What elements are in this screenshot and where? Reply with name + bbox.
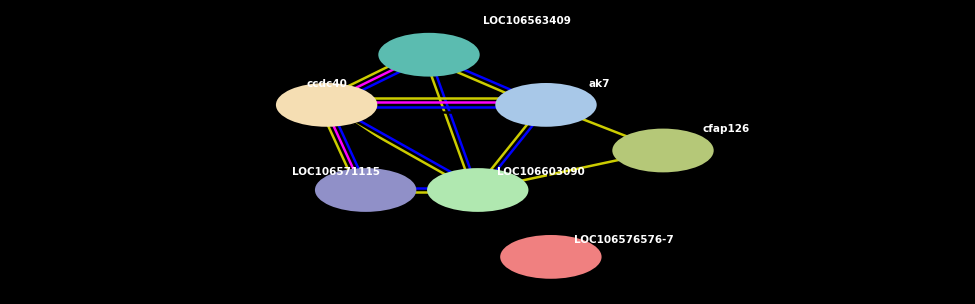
Ellipse shape bbox=[427, 168, 528, 212]
Text: cfap126: cfap126 bbox=[703, 124, 750, 134]
Ellipse shape bbox=[612, 129, 714, 172]
Text: LOC106603090: LOC106603090 bbox=[497, 167, 585, 177]
Text: ak7: ak7 bbox=[589, 79, 610, 88]
Ellipse shape bbox=[500, 235, 602, 279]
Text: LOC106563409: LOC106563409 bbox=[483, 16, 570, 26]
Text: LOC106571115: LOC106571115 bbox=[292, 167, 380, 177]
Ellipse shape bbox=[276, 83, 377, 127]
Text: ccdc40: ccdc40 bbox=[306, 79, 347, 88]
Ellipse shape bbox=[378, 33, 480, 77]
Text: LOC106576576-7: LOC106576576-7 bbox=[574, 235, 674, 245]
Ellipse shape bbox=[315, 168, 416, 212]
Ellipse shape bbox=[495, 83, 597, 127]
